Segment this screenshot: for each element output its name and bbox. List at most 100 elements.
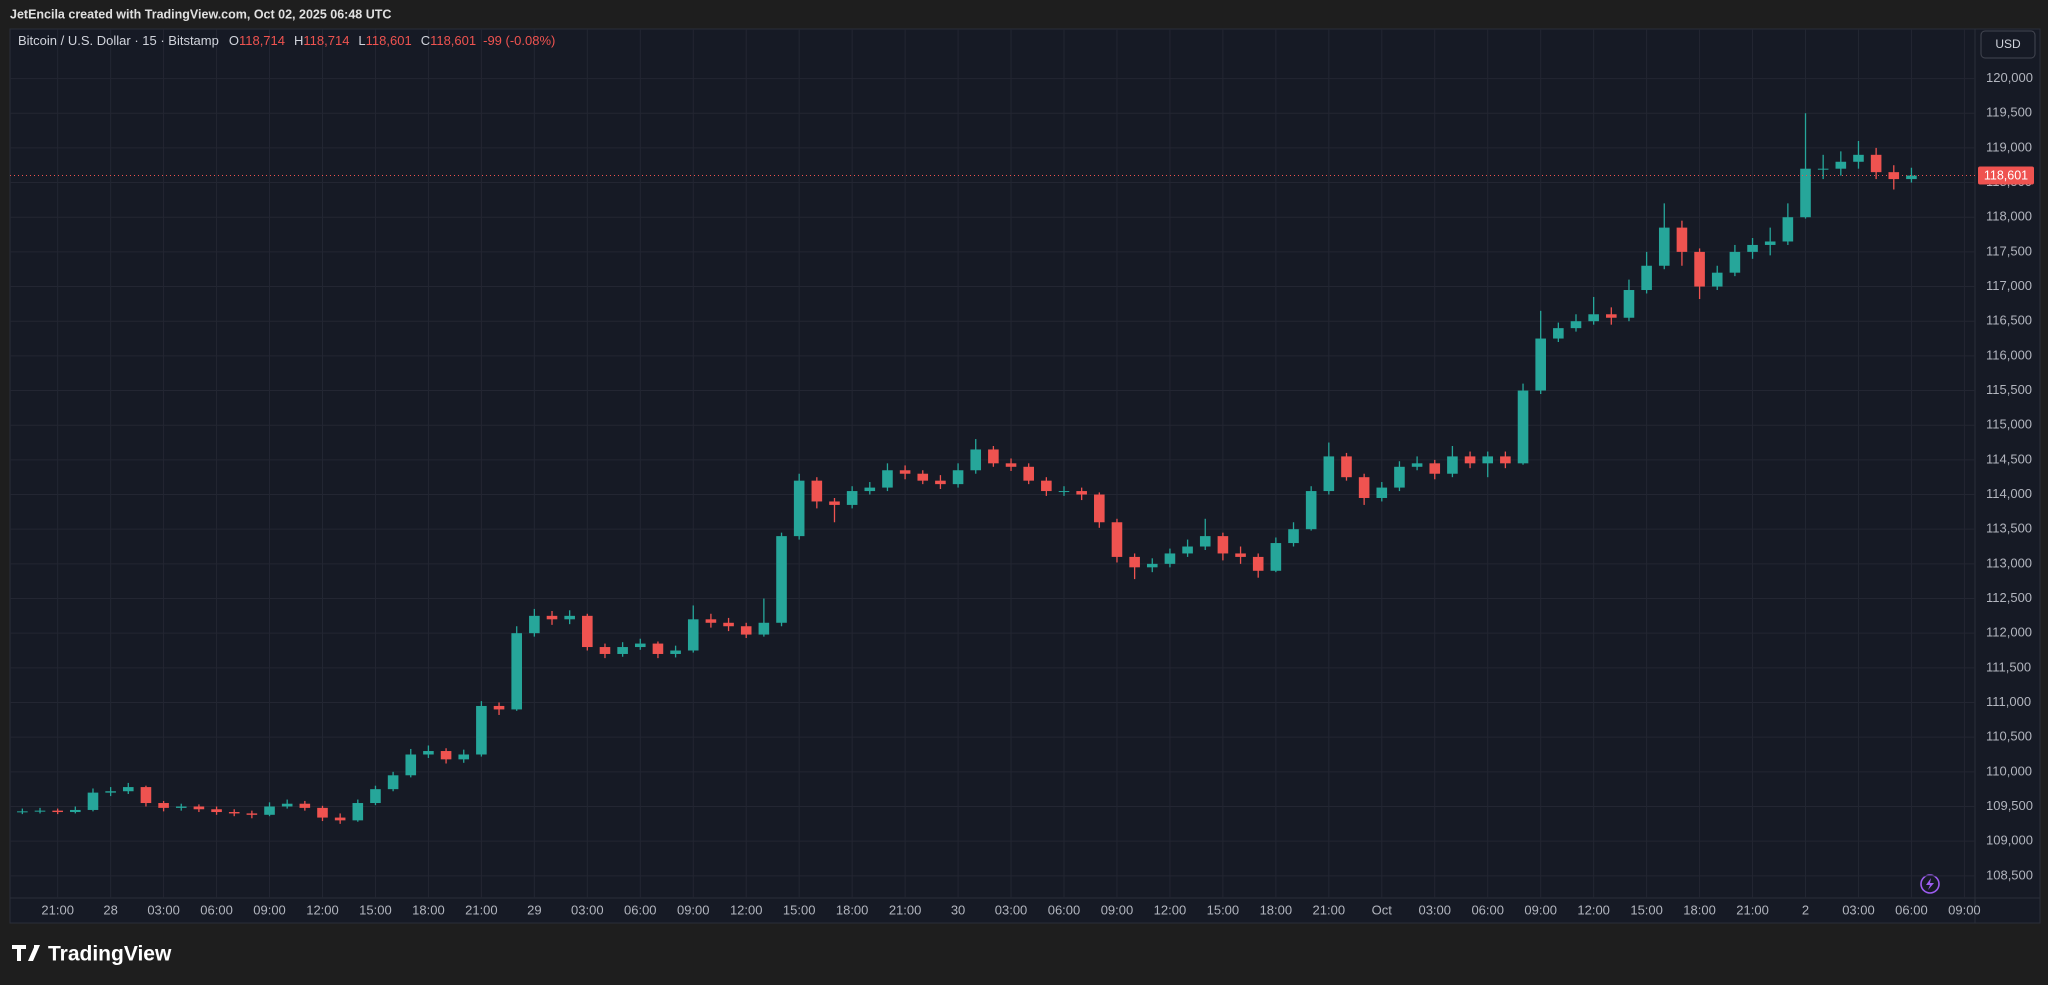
candle-body [1517, 390, 1529, 464]
candle-body [1711, 272, 1723, 287]
y-tick-label: 119,000 [1986, 139, 2032, 154]
candle-body [652, 643, 664, 654]
candle-body [740, 626, 752, 635]
candle-body [1023, 466, 1034, 481]
candle-body [529, 615, 540, 634]
x-tick-label: 21:00 [41, 902, 74, 917]
candle-body [52, 810, 63, 813]
candle-body [1358, 477, 1370, 498]
candle-body [334, 817, 346, 821]
y-tick-label: 109,500 [1986, 798, 2033, 813]
y-tick-label: 114,500 [1986, 451, 2032, 466]
candle-body [1447, 456, 1458, 474]
candle-body [1411, 463, 1423, 467]
candle-body [1217, 536, 1229, 554]
candle-body [829, 501, 840, 505]
candle-body [1835, 161, 1847, 169]
candle-body [140, 787, 152, 804]
y-tick-label: 118,000 [1986, 209, 2032, 224]
x-tick-label: 28 [103, 902, 117, 917]
x-tick-label: 09:00 [1524, 902, 1557, 917]
candle-body [1729, 251, 1741, 273]
candle-body [493, 705, 505, 710]
x-tick-label: 18:00 [836, 902, 869, 917]
x-tick-label: 12:00 [1154, 902, 1187, 917]
candle-body [1111, 522, 1123, 557]
candle-body [1658, 227, 1670, 266]
candle-body [882, 470, 893, 488]
candle-body [1252, 556, 1264, 571]
icon-circle [1920, 874, 1940, 894]
candle-body [1588, 314, 1599, 322]
x-tick-label: 21:00 [1313, 902, 1346, 917]
candle-body [1553, 328, 1564, 339]
lightning-icon[interactable] [1920, 874, 1940, 894]
currency-label: USD [1995, 37, 2021, 51]
x-tick-label: 06:00 [1048, 902, 1081, 917]
candle-body [1464, 456, 1476, 464]
x-tick-label: 15:00 [1207, 902, 1240, 917]
candle-body [617, 647, 628, 654]
candle-body [758, 622, 770, 635]
x-tick-label: 30 [951, 902, 965, 917]
candle-body [1323, 456, 1335, 492]
candle-body [1041, 480, 1052, 492]
candle-body [935, 480, 946, 485]
y-tick-label: 110,500 [1986, 729, 2032, 744]
y-tick-label: 117,500 [1986, 243, 2032, 258]
candle-body [1305, 491, 1317, 530]
candle-body [122, 787, 134, 792]
candle-body [1376, 487, 1388, 498]
candle-body [1535, 338, 1546, 391]
watermark: JetEncila created with TradingView.com, … [10, 7, 391, 21]
candle-body [1429, 463, 1441, 474]
candle-body [317, 807, 328, 818]
candle-body [1235, 553, 1246, 557]
ohlc-key: H [294, 33, 303, 48]
ohlc-key: L [358, 33, 365, 48]
x-tick-label: 2 [1802, 902, 1809, 917]
candle-body [1500, 456, 1511, 464]
x-tick-label: 03:00 [1418, 902, 1451, 917]
y-tick-label: 111,000 [1986, 694, 2031, 709]
candle-body [1694, 251, 1705, 287]
brand[interactable]: TradingView [12, 943, 172, 966]
candle-body [687, 619, 699, 651]
candle-body [1641, 265, 1652, 291]
x-tick-label: 06:00 [1895, 902, 1928, 917]
candle-body [1906, 175, 1917, 180]
last-price-label: 118,601 [1984, 168, 2028, 182]
candle-body [1764, 241, 1776, 245]
x-tick-label: 09:00 [1948, 902, 1981, 917]
x-tick-label: 12:00 [1577, 902, 1610, 917]
x-tick-label: 06:00 [624, 902, 657, 917]
candle-body [405, 754, 417, 776]
y-tick-label: 111,500 [1986, 659, 2031, 674]
candle-body [1058, 491, 1070, 493]
y-tick-label: 113,000 [1986, 555, 2032, 570]
x-tick-label: 09:00 [677, 902, 710, 917]
candle-body [846, 491, 858, 505]
y-tick-label: 120,000 [1986, 70, 2033, 85]
candle-body [1800, 168, 1811, 218]
icon-bolt [1926, 878, 1934, 890]
ohlc-key: O [229, 33, 239, 48]
candle-body [899, 470, 911, 474]
candle-body [246, 813, 258, 815]
candle-body [1676, 227, 1688, 252]
candle-body [87, 792, 99, 810]
candle-body [228, 812, 240, 814]
x-tick-label: 03:00 [1842, 902, 1875, 917]
candle-body [564, 615, 575, 620]
y-tick-label: 112,000 [1986, 625, 2032, 640]
candle-body [1623, 290, 1635, 318]
candle-body [281, 803, 293, 807]
currency-button[interactable] [1980, 30, 2036, 59]
brand-name: TradingView [48, 943, 172, 966]
candle-body [1182, 546, 1193, 554]
candle-body [175, 806, 187, 808]
candle-body [546, 615, 558, 620]
candle-body [582, 615, 593, 648]
x-tick-label: 15:00 [783, 902, 816, 917]
